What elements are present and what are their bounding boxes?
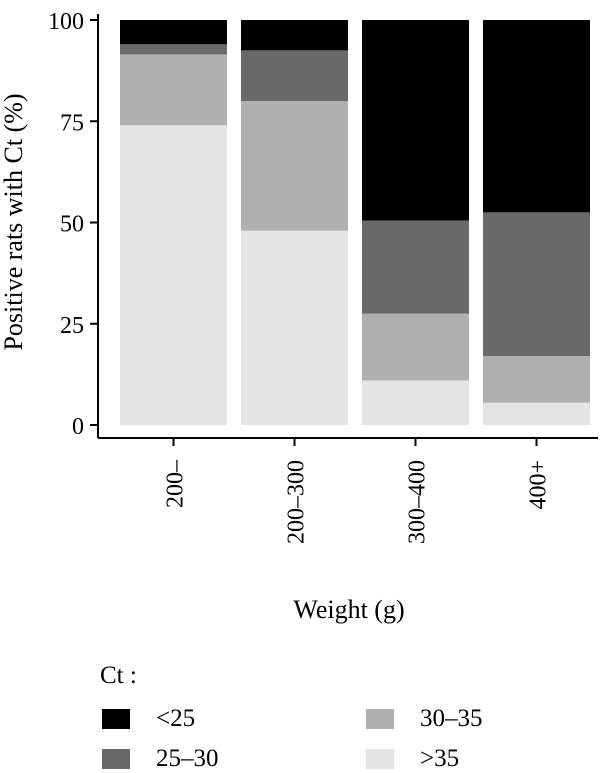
stacked-bar-chart: 0 25 50 75 100 200– 200–300 300–400 400+ Weight… — [0, 9, 598, 624]
bar-segment — [362, 220, 469, 314]
y-axis-title: Positive rats with Ct (%) — [0, 93, 28, 350]
y-axis-ticks: 0 25 50 75 100 — [48, 9, 98, 440]
bars-layer — [120, 20, 590, 426]
legend-swatch — [366, 709, 394, 729]
legend-swatch — [366, 749, 394, 769]
x-axis-ticks: 200– 200–300 300–400 400+ — [163, 438, 552, 544]
legend-swatch — [102, 749, 130, 769]
bar-segment — [120, 125, 227, 426]
legend-label: <25 — [156, 705, 196, 732]
legend: Ct : <25 25–30 30–35 >35 — [96, 662, 576, 772]
bar-segment — [120, 54, 227, 126]
bar-segment — [362, 20, 469, 221]
legend-item: <25 — [102, 705, 196, 732]
bar-segment — [362, 380, 469, 425]
bar-segment — [483, 402, 590, 425]
y-tick-label: 75 — [60, 110, 84, 136]
bar-segment — [120, 44, 227, 55]
y-tick-label: 100 — [48, 9, 84, 35]
legend-label: 25–30 — [156, 745, 219, 772]
legend-title: Ct : — [100, 662, 137, 689]
x-tick-label: 400+ — [526, 460, 552, 510]
legend-label: 30–35 — [420, 705, 483, 732]
bar-segment — [241, 101, 348, 231]
x-tick-label: 300–400 — [405, 460, 431, 544]
y-tick-label: 50 — [60, 212, 84, 238]
bar-segment — [241, 230, 348, 425]
bar-segment — [483, 20, 590, 213]
y-tick-label: 25 — [60, 313, 84, 339]
y-tick-label: 0 — [72, 414, 84, 440]
legend-swatch — [102, 709, 130, 729]
x-tick-label: 200–300 — [284, 460, 310, 544]
bar-segment — [120, 20, 227, 45]
legend-item: 30–35 — [366, 705, 483, 732]
legend-label: >35 — [420, 745, 460, 772]
legend-item: 25–30 — [102, 745, 219, 772]
x-axis-title: Weight (g) — [293, 595, 404, 624]
bar-segment — [241, 20, 348, 51]
bar-segment — [362, 313, 469, 381]
bar-segment — [241, 50, 348, 101]
bar-segment — [483, 212, 590, 357]
x-tick-label: 200– — [163, 459, 189, 508]
bar-segment — [483, 356, 590, 403]
legend-item: >35 — [366, 745, 460, 772]
